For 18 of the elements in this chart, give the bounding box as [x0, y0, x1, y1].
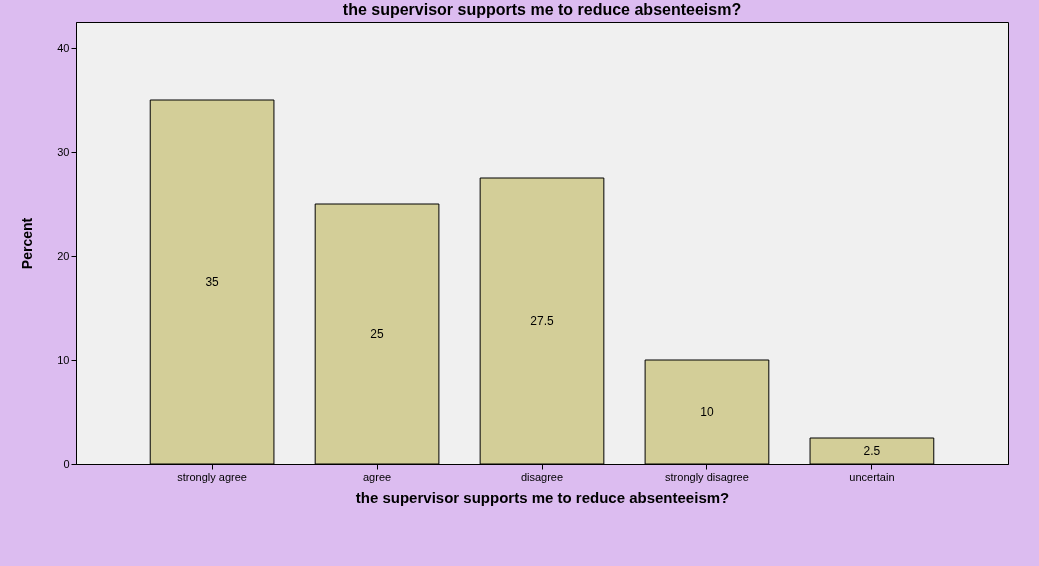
x-tick-label: disagree	[520, 470, 564, 483]
y-tick-label: 10	[57, 353, 70, 366]
x-tick-label: strongly agree	[177, 470, 247, 483]
x-tick-label: agree	[362, 470, 392, 483]
y-tick-label: 20	[57, 249, 70, 262]
data-label: 10	[700, 405, 714, 419]
data-label: 27.5	[530, 314, 554, 328]
chart-title: the supervisor supports me to reduce absenteeism?	[342, 1, 742, 18]
y-tick-label: 30	[57, 145, 70, 158]
x-tick-label: strongly disagree	[665, 470, 749, 483]
data-label: 25	[370, 327, 385, 341]
data-label: 2.5	[863, 444, 881, 458]
y-axis-title: Percent	[19, 217, 36, 270]
x-axis-title: the supervisor supports me to reduce absenteeism?	[355, 488, 730, 506]
data-label: 35	[205, 275, 220, 289]
y-tick-label: 40	[57, 41, 70, 54]
x-tick-label: uncertain	[849, 470, 895, 483]
y-tick-label: 0	[63, 457, 70, 470]
